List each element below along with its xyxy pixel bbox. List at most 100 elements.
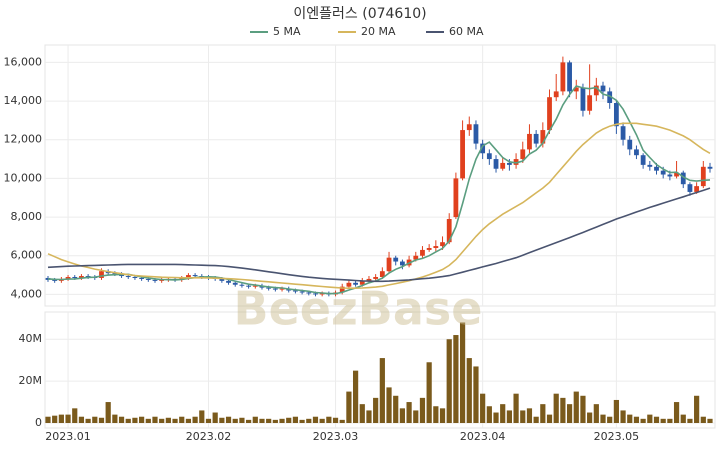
candle-body	[700, 166, 706, 187]
x-tick-label: 2023.04	[460, 430, 506, 443]
volume-bar	[694, 395, 700, 423]
candle-body	[707, 166, 713, 169]
candle-body	[319, 293, 325, 295]
y-tick-label: 8,000	[11, 210, 43, 223]
volume-bar	[332, 417, 339, 423]
candle-body	[379, 271, 385, 277]
volume-bar	[373, 397, 379, 423]
volume-bar	[660, 418, 666, 423]
volume-bar	[546, 414, 553, 423]
watermark: BeezBase	[234, 282, 483, 336]
volume-bar	[480, 393, 486, 423]
candle-body	[587, 95, 593, 111]
volume-bar	[620, 410, 626, 423]
y-tick-label: 16,000	[4, 55, 43, 68]
volume-bar	[272, 419, 278, 423]
volume-bar	[500, 404, 506, 423]
volume-bar	[232, 418, 238, 423]
candle-body	[567, 62, 572, 92]
candle-body	[466, 124, 472, 131]
candle-body	[219, 278, 225, 281]
candle-body	[386, 257, 392, 272]
volume-bar	[640, 418, 646, 423]
volume-bar	[165, 417, 171, 423]
moving-average-line	[47, 85, 711, 295]
volume-bar	[687, 418, 693, 423]
candle-body	[373, 277, 379, 279]
volume-bar	[399, 408, 406, 423]
candle-body	[613, 103, 619, 127]
chart-title: 이엔플러스 (074610)	[293, 6, 426, 22]
candle-body	[600, 85, 606, 92]
candle-body	[640, 155, 646, 165]
volume-bar	[419, 397, 426, 423]
candle-body	[306, 292, 312, 294]
volume-bar	[185, 418, 192, 423]
volume-bar	[132, 417, 138, 423]
candle-body	[400, 261, 405, 266]
candle-body	[433, 246, 439, 248]
volume-bar	[707, 418, 713, 423]
volume-bar	[540, 404, 546, 423]
candle-body	[426, 248, 432, 250]
legend-label: 20 MA	[361, 25, 396, 38]
volume-bar	[566, 404, 573, 423]
volume-bar	[526, 408, 533, 423]
volume-bar	[212, 412, 218, 423]
candle-body	[239, 284, 245, 286]
volume-bar	[406, 402, 412, 423]
candle-body	[79, 276, 84, 278]
candle-body	[413, 255, 419, 260]
candle-body	[85, 276, 91, 278]
candle-body	[627, 139, 633, 150]
candle-body	[346, 282, 352, 287]
volume-bar	[633, 416, 640, 423]
candle-body	[99, 271, 104, 278]
volume-bar	[560, 397, 566, 423]
volume-bar	[673, 402, 680, 423]
volume-bar	[145, 418, 151, 423]
price-panel	[44, 44, 716, 307]
volume-bar	[680, 414, 686, 423]
candle-body	[647, 164, 653, 167]
candle-body	[125, 276, 131, 278]
moving-average-line	[47, 122, 711, 289]
volume-bar	[159, 418, 165, 423]
volume-bar	[306, 418, 312, 423]
candle-body	[366, 278, 372, 281]
volume-bar	[453, 335, 459, 423]
volume-bar	[266, 418, 272, 423]
volume-bar	[653, 416, 660, 423]
candle-body	[440, 242, 445, 247]
candle-body	[533, 133, 539, 144]
volume-bar	[553, 393, 559, 423]
volume-bar	[439, 408, 446, 423]
candle-body	[453, 178, 459, 218]
candle-body	[252, 285, 258, 287]
volume-bar	[627, 414, 633, 423]
candle-body	[72, 277, 78, 278]
candle-body	[493, 159, 499, 169]
candle-body	[527, 133, 532, 150]
volume-bar	[219, 417, 225, 423]
moving-average-line	[47, 187, 711, 283]
candle-body	[480, 143, 486, 154]
x-tick-label: 2023.02	[186, 430, 232, 443]
volume-bar	[520, 410, 526, 423]
y-tick-label: 40M	[19, 332, 43, 345]
volume-bar	[259, 418, 265, 423]
candle-body	[159, 279, 165, 281]
volume-bar	[125, 418, 131, 423]
volume-bar	[647, 414, 653, 423]
volume-bar	[312, 416, 319, 423]
volume-bar	[92, 416, 98, 423]
candle-body	[660, 170, 666, 175]
volume-bar	[459, 322, 466, 423]
volume-bar	[299, 419, 305, 423]
volume-bar	[118, 416, 125, 423]
volume-bar	[352, 370, 359, 423]
volume-bar	[85, 418, 91, 423]
volume-bar	[600, 414, 606, 423]
candle-body	[232, 282, 238, 285]
volume-bar	[393, 395, 399, 423]
